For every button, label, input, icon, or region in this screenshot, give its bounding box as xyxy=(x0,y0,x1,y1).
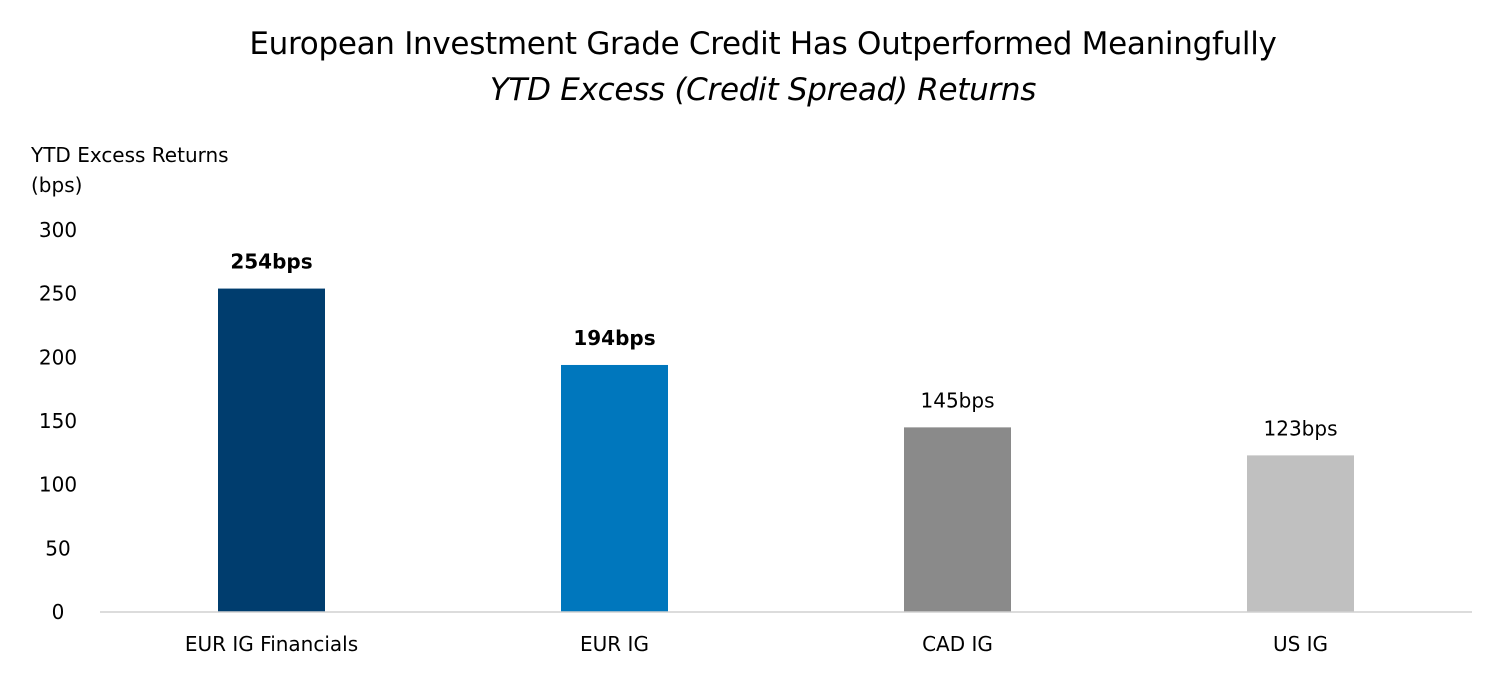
y-tick-label: 50 xyxy=(45,536,70,560)
y-axis-label: YTD Excess Returns (bps) xyxy=(31,143,229,197)
bar xyxy=(1247,455,1354,612)
y-tick-label: 300 xyxy=(39,218,77,242)
x-tick-label: EUR IG Financials xyxy=(185,632,358,656)
data-label: 194bps xyxy=(573,326,655,350)
y-tick-label: 200 xyxy=(39,345,77,369)
y-tick-label: 250 xyxy=(39,282,77,306)
chart-subtitle: YTD Excess (Credit Spread) Returns xyxy=(489,72,1037,108)
x-tick-label: US IG xyxy=(1273,632,1328,656)
y-tick-label: 150 xyxy=(39,409,77,433)
bar xyxy=(218,288,325,612)
data-label: 254bps xyxy=(230,250,312,274)
x-tick-label: CAD IG xyxy=(922,632,993,656)
chart-title: European Investment Grade Credit Has Out… xyxy=(249,26,1277,62)
data-label: 145bps xyxy=(921,388,995,412)
data-label: 123bps xyxy=(1264,416,1338,440)
bar xyxy=(561,364,668,612)
y-tick-label: 100 xyxy=(39,473,77,497)
x-tick-label: EUR IG xyxy=(580,632,649,656)
bar xyxy=(904,427,1011,612)
y-tick-label: 0 xyxy=(52,600,65,624)
